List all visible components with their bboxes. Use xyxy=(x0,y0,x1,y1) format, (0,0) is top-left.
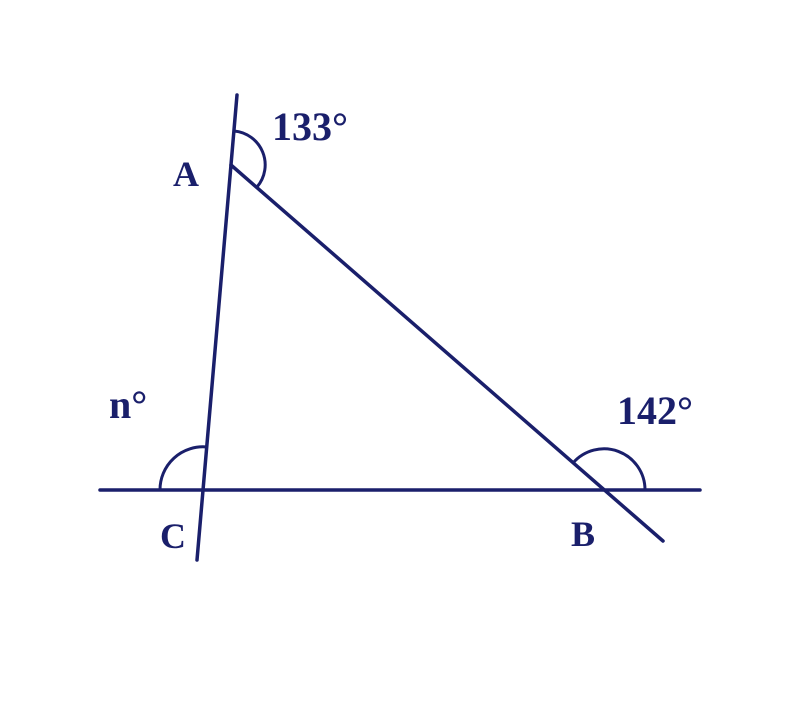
vertex-label-c: C xyxy=(160,516,186,556)
vertex-label-b: B xyxy=(571,514,595,554)
angle-arc-a xyxy=(234,131,265,187)
angle-label-a: 133° xyxy=(272,104,348,149)
vertex-label-a: A xyxy=(173,154,199,194)
angle-label-b: 142° xyxy=(617,388,693,433)
angle-label-c: n° xyxy=(109,382,147,427)
angle-arc-b xyxy=(573,449,645,490)
angle-arc-c xyxy=(160,447,207,490)
line-ab xyxy=(231,165,663,541)
